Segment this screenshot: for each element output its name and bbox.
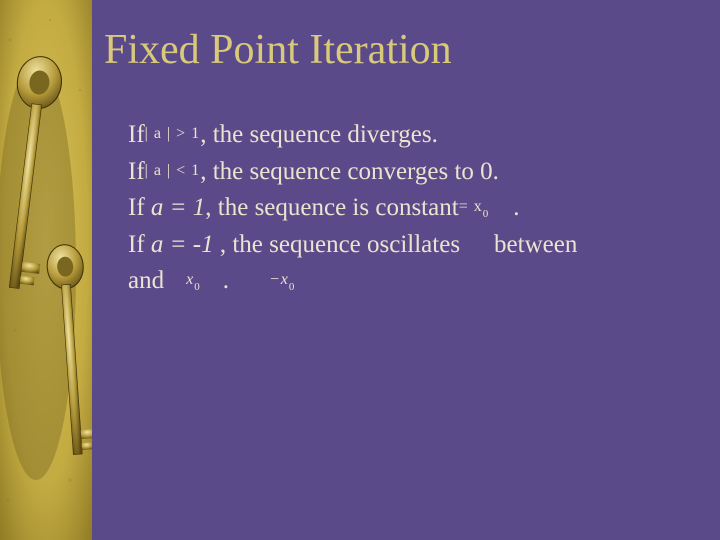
line5-dot: .: [223, 267, 229, 294]
line-5: andx0.−x0: [128, 264, 688, 299]
line3-math-sub: 0: [483, 208, 490, 220]
line5-math1-pre: x: [186, 271, 194, 288]
line-2: If| a | < 1, the sequence converges to 0…: [128, 155, 688, 190]
line4-mid: , the sequence oscillates: [214, 231, 460, 258]
line5-math2-sub: 0: [289, 281, 296, 293]
line-4: If a = -1 , the sequence oscillates betwe…: [128, 228, 688, 263]
line4-between: between: [494, 231, 577, 258]
line3-mid: , the sequence is constant: [205, 194, 458, 221]
line5-and: and: [128, 267, 164, 294]
line4-eq: a = -1: [151, 231, 214, 258]
line2-rest: , the sequence converges to 0.: [200, 158, 499, 185]
line2-if: If: [128, 158, 145, 185]
line-1: If| a | > 1, the sequence diverges.: [128, 118, 688, 153]
line5-math2-pre: −x: [269, 271, 289, 288]
side-keys-photo: [0, 0, 92, 540]
line-3: If a = 1, the sequence is constant= x0.: [128, 191, 688, 226]
slide-title: Fixed Point Iteration: [104, 26, 452, 74]
line1-math: | a | > 1: [145, 125, 201, 142]
line5-math1: x0: [186, 271, 201, 288]
line1-if: If: [128, 121, 145, 148]
slide-body: If| a | > 1, the sequence diverges. If| …: [128, 118, 688, 301]
line1-rest: , the sequence diverges.: [200, 121, 438, 148]
line3-math: = x0: [459, 198, 490, 215]
line3-if: If: [128, 194, 151, 221]
line4-if: If: [128, 231, 151, 258]
line5-math1-sub: 0: [194, 281, 201, 293]
line3-dot: .: [513, 194, 519, 221]
slide: Fixed Point Iteration If| a | > 1, the s…: [0, 0, 720, 540]
line3-eq: a = 1: [151, 194, 205, 221]
line3-math-pre: = x: [459, 198, 483, 215]
line2-math: | a | < 1: [145, 162, 201, 179]
line5-math2: −x0: [269, 271, 295, 288]
